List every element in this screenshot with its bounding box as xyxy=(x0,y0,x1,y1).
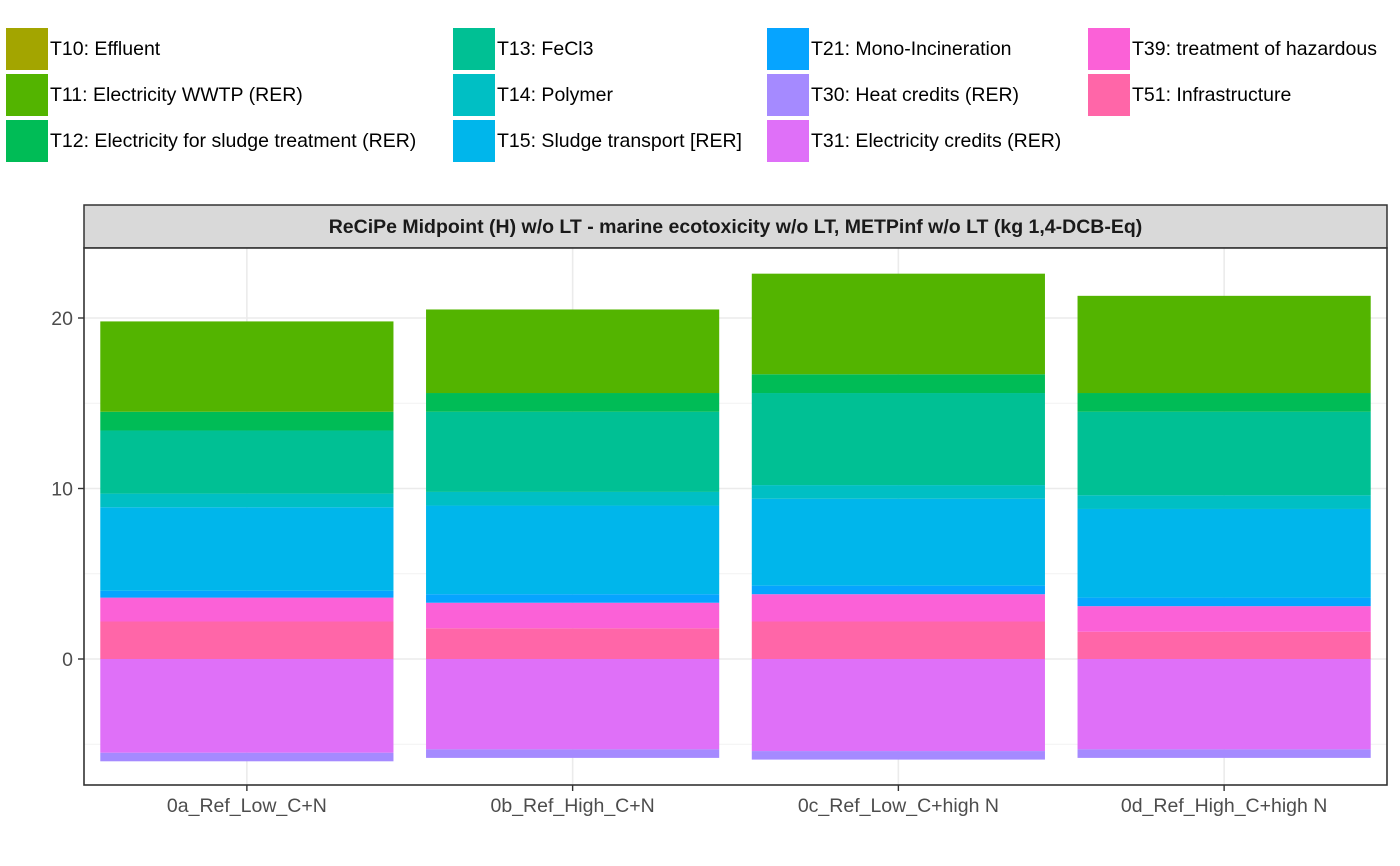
bar-segment xyxy=(100,590,394,598)
bar-segment xyxy=(1077,597,1371,607)
bar-segment xyxy=(1077,411,1371,496)
legend-label: T21: Mono-Incineration xyxy=(811,38,1012,60)
legend-label: T51: Infrastructure xyxy=(1132,84,1292,106)
bar-segment xyxy=(751,585,1045,595)
legend-key xyxy=(6,28,48,70)
legend-key xyxy=(453,120,495,162)
bar-segment xyxy=(751,621,1045,659)
y-tick-label: 0 xyxy=(62,649,73,671)
bar-segment xyxy=(751,374,1045,394)
bar-segment xyxy=(426,659,720,750)
bar-segment xyxy=(100,752,394,762)
panel-border xyxy=(83,247,1388,786)
legend-label: T30: Heat credits (RER) xyxy=(811,84,1020,106)
legend-key xyxy=(1088,74,1130,116)
y-tick-label: 10 xyxy=(51,479,73,501)
bar-segment xyxy=(426,393,720,412)
bar-segment xyxy=(100,321,394,412)
legend: T10: Effluent T11: Electricity WWTP (RER)… xyxy=(0,0,1400,180)
bar-segment xyxy=(426,602,720,629)
legend-label: T12: Electricity for sludge treatment (R… xyxy=(50,130,417,152)
legend-key xyxy=(767,120,809,162)
x-tick-label: 0d_Ref_High_C+high N xyxy=(1121,795,1328,817)
bar-segment xyxy=(751,273,1045,375)
bar-segment xyxy=(751,659,1045,752)
legend-key xyxy=(6,120,48,162)
legend-label: T15: Sludge transport [RER] xyxy=(497,130,742,152)
panel-strip xyxy=(83,204,1388,249)
bar-segment xyxy=(100,507,394,591)
legend-label: T10: Effluent xyxy=(50,38,161,60)
legend-key xyxy=(6,74,48,116)
legend-label: T31: Electricity credits (RER) xyxy=(811,130,1062,152)
bar-segment xyxy=(100,597,394,622)
bar-segment xyxy=(1077,749,1371,758)
legend-key xyxy=(767,74,809,116)
panel-title: ReCiPe Midpoint (H) w/o LT - marine ecot… xyxy=(329,216,1143,238)
legend-key xyxy=(767,28,809,70)
bar-segment xyxy=(426,491,720,506)
bar-segment xyxy=(1077,659,1371,750)
bar-segment xyxy=(751,594,1045,622)
bar-segment xyxy=(100,411,394,431)
bar-segment xyxy=(426,749,720,758)
bar-segment xyxy=(100,621,394,659)
x-tick-label: 0b_Ref_High_C+N xyxy=(491,795,655,817)
legend-key xyxy=(1088,28,1130,70)
x-tick-label: 0a_Ref_Low_C+N xyxy=(167,795,327,817)
bar-segment xyxy=(1077,631,1371,659)
y-tick-label: 20 xyxy=(51,308,73,330)
x-tick-label: 0c_Ref_Low_C+high N xyxy=(798,795,999,817)
legend-label: T39: treatment of hazardous xyxy=(1132,38,1377,60)
bar-segment xyxy=(751,393,1045,486)
bar-segment xyxy=(100,493,394,508)
bar-segment xyxy=(426,594,720,603)
bar-segment xyxy=(426,309,720,394)
bar-segment xyxy=(1077,508,1371,598)
bar-segment xyxy=(1077,393,1371,412)
bar-segment xyxy=(426,411,720,492)
legend-key xyxy=(453,74,495,116)
bar-segment xyxy=(751,751,1045,760)
bar-segment xyxy=(1077,295,1371,394)
legend-key xyxy=(453,28,495,70)
bar-segment xyxy=(426,505,720,595)
bar-segment xyxy=(426,628,720,659)
legend-label: T13: FeCl3 xyxy=(497,38,594,60)
bar-segment xyxy=(751,498,1045,586)
bar-segment xyxy=(100,659,394,753)
bar-segment xyxy=(1077,606,1371,632)
bar-segment xyxy=(1077,495,1371,509)
legend-label: T11: Electricity WWTP (RER) xyxy=(50,84,303,106)
bar-segment xyxy=(100,430,394,494)
legend-label: T14: Polymer xyxy=(497,84,613,106)
bar-segment xyxy=(751,485,1045,499)
